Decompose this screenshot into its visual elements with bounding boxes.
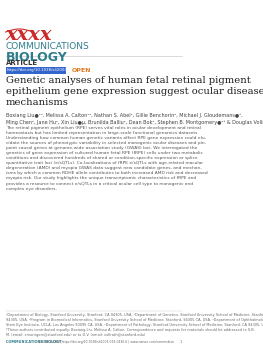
- FancyBboxPatch shape: [6, 67, 66, 74]
- Text: https://doi.org/10.1038/s42003-019-0430-6: https://doi.org/10.1038/s42003-019-0430-…: [6, 67, 91, 72]
- Text: The retinal pigment epithelium (RPE) serves vital roles in ocular development an: The retinal pigment epithelium (RPE) ser…: [6, 126, 208, 191]
- Text: OPEN: OPEN: [71, 67, 91, 73]
- Text: ¹Department of Biology, Stanford University, Stanford, CA 94305, USA. ²Departmen: ¹Department of Biology, Stanford Univers…: [6, 313, 263, 337]
- Text: Genetic analyses of human fetal retinal pigment
epithelium gene expression sugge: Genetic analyses of human fetal retinal …: [6, 76, 263, 107]
- Text: ARTICLE: ARTICLE: [6, 60, 38, 66]
- Text: COMMUNICATIONS: COMMUNICATIONS: [6, 42, 89, 51]
- Text: BIOLOGY: BIOLOGY: [6, 51, 67, 64]
- Text: Boxiang Liu●¹⁴, Melissa A. Calton¹⁴, Nathan S. Abel², Gillie Benchorin², Michael: Boxiang Liu●¹⁴, Melissa A. Calton¹⁴, Nat…: [6, 113, 263, 125]
- Text: 1: 1: [180, 340, 182, 344]
- Text: (2019) 2:186 | https://doi.org/10.1038/s42003-019-0430-6 | www.nature.com/commsb: (2019) 2:186 | https://doi.org/10.1038/s…: [39, 340, 174, 344]
- Text: COMMUNICATIONS BIOLOGY: COMMUNICATIONS BIOLOGY: [6, 340, 61, 344]
- Text: xxxx: xxxx: [6, 26, 52, 44]
